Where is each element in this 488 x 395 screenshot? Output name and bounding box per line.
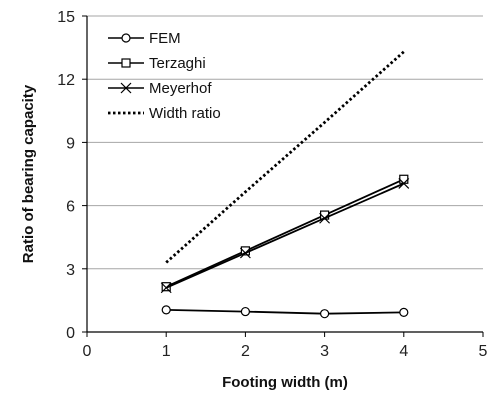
- data-point-meyerhof: [160, 282, 172, 294]
- x-marker-stroke: [239, 247, 251, 259]
- legend-label: Width ratio: [149, 105, 221, 122]
- x-marker-stroke: [398, 178, 410, 189]
- y-axis-title: Ratio of bearing capacity: [20, 84, 37, 263]
- data-point-meyerhof: [239, 247, 251, 259]
- series-fem: [161, 305, 409, 319]
- y-tick-label: 15: [57, 9, 75, 26]
- legend-item-terzaghi: Terzaghi: [108, 55, 206, 72]
- legend-item-width-ratio: Width ratio: [108, 105, 221, 122]
- x-marker-stroke: [319, 212, 331, 224]
- data-point-fem: [161, 305, 171, 315]
- axis-labels: Footing width (m) Ratio of bearing capac…: [20, 84, 348, 391]
- x-marker-stroke: [120, 82, 132, 94]
- series-line-fem: [166, 309, 404, 315]
- legend-swatch-marker: [121, 33, 131, 43]
- x-axis-title: Footing width (m): [222, 374, 348, 391]
- legend-label: Meyerhof: [149, 80, 212, 97]
- series-line-meyerhof: [165, 182, 405, 289]
- data-point-meyerhof: [319, 212, 331, 224]
- data-point-fem: [320, 309, 330, 319]
- data-point-fem: [399, 307, 409, 318]
- data-point-meyerhof: [398, 178, 410, 189]
- data-point-terzaghi: [399, 174, 409, 184]
- series-meyerhof: [160, 178, 410, 294]
- series-line-terzaghi: [165, 178, 405, 288]
- x-tick-label: 0: [83, 343, 92, 360]
- legend-label: Terzaghi: [149, 55, 206, 72]
- x-tick-label: 3: [320, 343, 329, 360]
- y-tick-label: 6: [66, 199, 75, 216]
- gridlines: [87, 15, 483, 270]
- x-tick-label: 1: [162, 343, 171, 360]
- series-group: [160, 50, 410, 319]
- x-marker-stroke: [160, 282, 172, 294]
- legend-swatch-marker: [121, 58, 131, 68]
- y-tick-label: 12: [57, 72, 75, 89]
- data-point-fem: [240, 306, 250, 317]
- legend-item-meyerhof: Meyerhof: [108, 80, 212, 97]
- y-tick-label: 3: [66, 262, 75, 279]
- legend-label: FEM: [149, 30, 181, 47]
- y-tick-label: 0: [66, 325, 75, 342]
- x-tick-label: 2: [241, 343, 250, 360]
- legend-item-fem: FEM: [108, 30, 181, 47]
- y-tick-label: 9: [66, 135, 75, 152]
- x-tick-label: 4: [399, 343, 408, 360]
- legend-swatch-marker: [120, 82, 132, 94]
- x-tick-label: 5: [479, 343, 488, 360]
- legend: FEM Terzaghi Meyerhof Width ratio: [108, 30, 221, 122]
